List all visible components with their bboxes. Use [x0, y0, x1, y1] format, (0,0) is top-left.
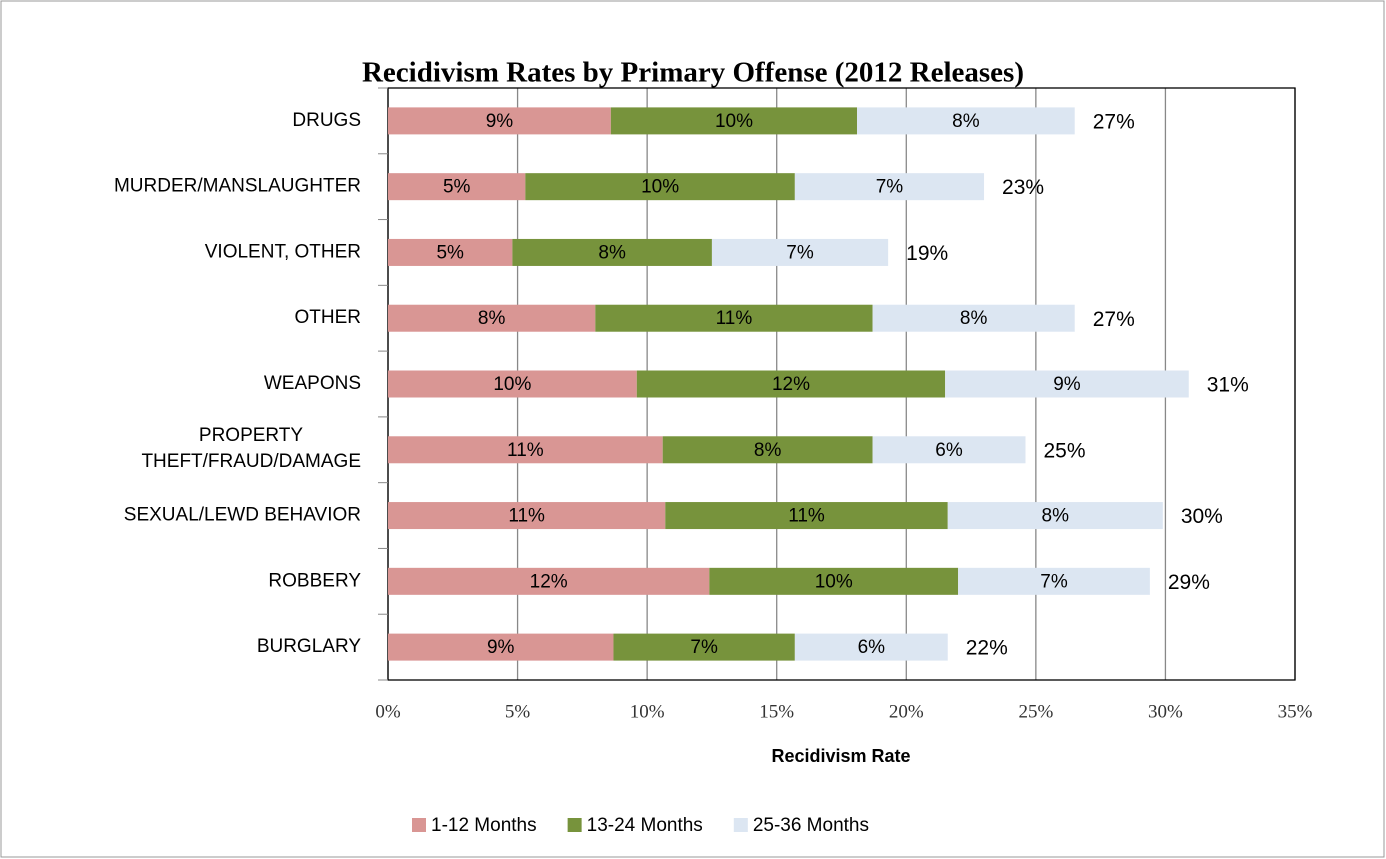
y-tick-label: VIOLENT, OTHER: [205, 241, 361, 262]
bar-segment: [512, 238, 712, 266]
bar-segment: [595, 304, 873, 332]
total-label: 22%: [966, 637, 1008, 660]
data-label: 8%: [478, 308, 506, 329]
bar-segment: [794, 173, 985, 201]
data-label: 8%: [960, 308, 988, 329]
legend-swatch: [567, 818, 582, 832]
data-label: 7%: [786, 242, 814, 263]
bar-segment: [388, 173, 526, 201]
legend-swatch: [412, 818, 426, 832]
x-axis-label: Recidivism Rate: [771, 746, 910, 766]
total-label: 29%: [1168, 571, 1210, 594]
x-tick-label: 30%: [1148, 701, 1183, 722]
y-tick-label: PROPERTY THEFT/FRAUD/DAMAGE: [141, 425, 361, 472]
bar-segment: [662, 436, 873, 464]
data-label: 9%: [487, 637, 515, 658]
data-label: 11%: [788, 506, 825, 527]
data-label: 10%: [715, 111, 753, 132]
legend-label: 25-36 Months: [753, 815, 869, 836]
data-label: 12%: [530, 571, 568, 592]
total-label: 30%: [1181, 505, 1223, 528]
data-label: 8%: [754, 440, 782, 461]
data-label: 11%: [507, 440, 544, 461]
data-label: 11%: [508, 506, 545, 527]
data-label: 5%: [443, 177, 471, 198]
y-tick-label: ROBBERY: [268, 570, 361, 591]
bar-segment: [794, 633, 948, 661]
data-label: 9%: [1053, 374, 1081, 395]
bar-segment: [958, 567, 1150, 595]
bar-segment: [388, 502, 666, 530]
bar-segment: [857, 107, 1075, 135]
bar-segment: [388, 436, 663, 464]
x-tick-label: 10%: [630, 701, 665, 722]
bar-segment: [613, 633, 795, 661]
bar-segment: [872, 304, 1075, 332]
y-tick-label: MURDER/MANSLAUGHTER: [114, 176, 361, 197]
total-label: 23%: [1002, 176, 1044, 199]
data-label: 10%: [815, 571, 853, 592]
data-label: 8%: [952, 111, 980, 132]
data-label: 6%: [935, 440, 963, 461]
x-tick-label: 20%: [889, 701, 924, 722]
bar-segment: [947, 502, 1163, 530]
legend-label: 13-24 Months: [587, 815, 703, 836]
bar-segment: [388, 304, 596, 332]
x-tick-label: 5%: [505, 701, 531, 722]
bar-segment: [872, 436, 1026, 464]
data-label: 9%: [486, 111, 514, 132]
data-label: 10%: [493, 374, 531, 395]
legend-label: 1-12 Months: [431, 815, 537, 836]
total-label: 27%: [1093, 110, 1135, 133]
y-tick-label: WEAPONS: [264, 373, 361, 394]
bar-segment: [388, 370, 637, 398]
bar-segment: [388, 567, 710, 595]
x-tick-label: 25%: [1018, 701, 1053, 722]
bar-segment: [610, 107, 858, 135]
data-label: 8%: [1042, 506, 1070, 527]
y-tick-label: BURGLARY: [257, 636, 362, 657]
data-label: 5%: [436, 242, 464, 263]
x-tick-label: 0%: [375, 701, 401, 722]
y-tick-label: DRUGS: [292, 110, 361, 131]
bar-segment: [709, 567, 959, 595]
data-label: 6%: [858, 637, 886, 658]
x-tick-label: 35%: [1278, 701, 1313, 722]
total-label: 19%: [906, 242, 948, 265]
data-label: 11%: [716, 308, 753, 329]
bar-segment: [388, 238, 513, 266]
bar-segment: [945, 370, 1189, 398]
bar-segment: [388, 633, 614, 661]
bar-segment: [665, 502, 948, 530]
bar-segment: [388, 107, 611, 135]
bar-segment: [636, 370, 946, 398]
data-label: 10%: [641, 177, 679, 198]
chart-title: Recidivism Rates by Primary Offense (201…: [362, 57, 1024, 89]
data-label: 7%: [690, 637, 718, 658]
total-label: 27%: [1093, 308, 1135, 331]
data-label: 7%: [1040, 571, 1068, 592]
bar-segment: [525, 173, 795, 201]
bar-segment: [711, 238, 889, 266]
total-label: 25%: [1043, 439, 1085, 462]
data-label: 12%: [772, 374, 810, 395]
total-label: 31%: [1207, 374, 1249, 397]
y-tick-label: OTHER: [295, 307, 362, 328]
legend-swatch: [733, 818, 748, 832]
y-tick-label: SEXUAL/LEWD BEHAVIOR: [124, 505, 361, 526]
data-label: 8%: [598, 242, 626, 263]
data-label: 7%: [876, 177, 904, 198]
x-tick-label: 15%: [759, 701, 794, 722]
